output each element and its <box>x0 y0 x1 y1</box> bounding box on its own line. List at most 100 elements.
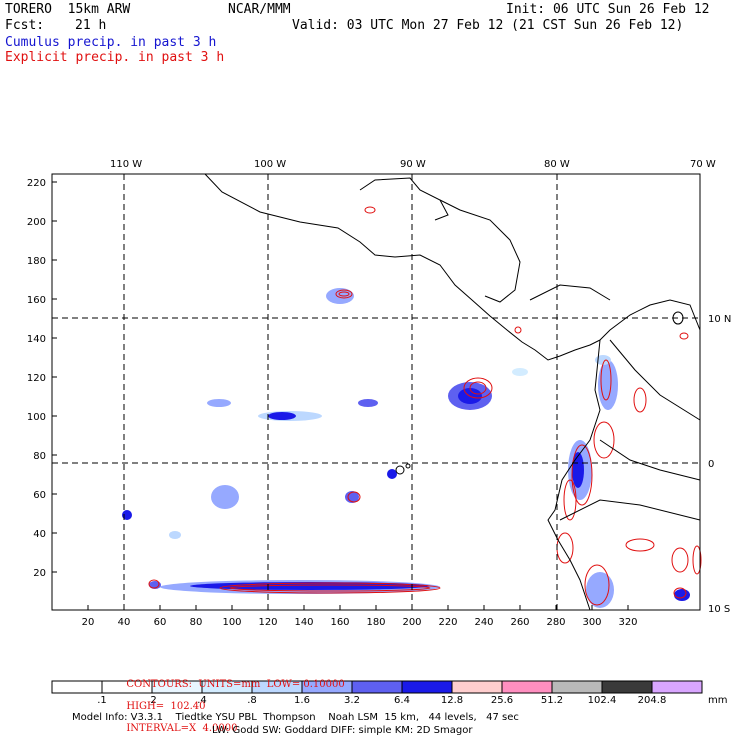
field-title-explicit: Explicit precip. in past 3 h <box>5 50 225 65</box>
lat-label-0: 0 <box>708 459 714 470</box>
colorbar-label: .8 <box>247 695 257 706</box>
lon-label-110w: 110 W <box>110 159 142 170</box>
colorbar-label: 102.4 <box>588 695 617 706</box>
venezuela-coast <box>599 299 701 341</box>
cumulus-precip-areas <box>122 288 690 608</box>
lon-label-70w: 70 W <box>690 159 716 170</box>
galapagos-island <box>395 465 405 475</box>
x-axis-ticks: 20 40 60 80 100 120 140 160 180 200 220 240 260 280 30… <box>82 605 638 628</box>
y-tick-label: 40 <box>33 529 46 540</box>
contour <box>625 538 655 552</box>
lon-label-80w: 80 W <box>544 159 570 170</box>
colorbar: .1 .2 .4 .8 1.6 3.2 6.4 12.8 25.6 51.2 102.4 204.8 m… <box>51 680 727 706</box>
y-tick-label: 120 <box>27 373 46 384</box>
x-tick-label: 200 <box>402 617 421 628</box>
contour <box>633 387 647 413</box>
x-tick-label: 160 <box>330 617 349 628</box>
x-tick-label: 100 <box>222 617 241 628</box>
x-tick-label: 220 <box>438 617 457 628</box>
galapagos-island <box>405 463 411 469</box>
precip-blob <box>268 412 296 420</box>
precip-blob <box>586 572 614 608</box>
ecuador-border <box>599 439 701 481</box>
colorbar-segment <box>601 680 653 694</box>
colorbar-segment <box>501 680 553 694</box>
colorbar-label: 12.8 <box>441 695 463 706</box>
x-tick-label: 240 <box>474 617 493 628</box>
organization-label: NCAR/MMM <box>228 2 291 17</box>
y-tick-label: 160 <box>27 295 46 306</box>
contour <box>469 381 487 395</box>
precip-blob <box>207 399 231 407</box>
contour <box>148 579 160 589</box>
contour-band <box>219 582 441 594</box>
pacific-coast <box>204 173 601 361</box>
x-tick-label: 280 <box>546 617 565 628</box>
colorbar-segment <box>351 680 403 694</box>
colorbar-segment <box>51 680 103 694</box>
precip-blob <box>595 355 611 365</box>
precip-blob <box>358 399 378 407</box>
central-america-border <box>529 284 611 301</box>
precip-blob <box>387 469 397 479</box>
contour <box>692 545 702 575</box>
y-tick-label: 140 <box>27 334 46 345</box>
contour <box>335 289 353 299</box>
lat-lon-grid <box>52 174 700 610</box>
contour <box>571 444 593 506</box>
footer-line-2: LW: Godd SW: Goddard DIFF: simple KM: 2D… <box>212 725 473 736</box>
right-latitude-labels: 10 N 0 10 S <box>708 314 731 615</box>
contour <box>514 326 522 334</box>
x-tick-label: 140 <box>294 617 313 628</box>
y-tick-label: 100 <box>27 412 46 423</box>
contour-band <box>229 584 431 592</box>
coastlines <box>204 173 701 611</box>
contour-units: CONTOURS: UNITS=mm LOW= 0.10000 <box>126 679 345 690</box>
colorbar-label: 204.8 <box>638 695 667 706</box>
colorbar-label: 6.4 <box>394 695 410 706</box>
x-tick-label: 20 <box>82 617 95 628</box>
contour <box>671 547 689 573</box>
contour <box>563 479 577 521</box>
colorbar-label: 1.6 <box>294 695 310 706</box>
x-tick-label: 40 <box>118 617 131 628</box>
lon-label-100w: 100 W <box>254 159 286 170</box>
init-time: Init: 06 UTC Sun 26 Feb 12 <box>506 2 710 17</box>
contour <box>556 532 574 564</box>
colorbar-segment <box>651 680 703 694</box>
colorbar-label: 25.6 <box>491 695 513 706</box>
precip-blob <box>572 452 584 488</box>
y-tick-label: 60 <box>33 490 46 501</box>
precip-blob <box>674 589 690 601</box>
colorbar-label: 51.2 <box>541 695 563 706</box>
explicit-precip-contours <box>148 206 702 606</box>
contour <box>463 377 493 399</box>
y-tick-label: 80 <box>33 451 46 462</box>
contour <box>338 291 350 297</box>
contour-info: CONTOURS: UNITS=mm LOW= 0.10000 HIGH= 10… <box>120 668 345 734</box>
colorbar-segment <box>401 680 453 694</box>
colorbar-label: .4 <box>197 695 207 706</box>
y-axis-ticks: 220 200 180 160 140 120 100 80 60 40 20 <box>27 178 57 579</box>
x-tick-label: 300 <box>582 617 601 628</box>
contour-interval: INTERVAL=X 4.0000 <box>126 723 238 734</box>
colorbar-segment <box>451 680 503 694</box>
forecast-label: Fcst: <box>5 18 45 33</box>
south-america-west-coast <box>547 339 601 611</box>
contour <box>584 564 610 606</box>
precip-blob <box>345 491 359 503</box>
valid-time: Valid: 03 UTC Mon 27 Feb 12 (21 CST Sun … <box>292 18 684 33</box>
x-tick-label: 320 <box>618 617 637 628</box>
colombia-border <box>609 339 701 421</box>
top-longitude-labels: 110 W 100 W 90 W 80 W 70 W <box>110 159 716 170</box>
contour <box>600 359 612 401</box>
contour <box>593 421 615 459</box>
field-title-cumulus: Cumulus precip. in past 3 h <box>5 35 217 50</box>
lat-label-10n: 10 N <box>708 314 731 325</box>
model-title: TORERO 15km ARW <box>5 2 131 17</box>
y-tick-label: 220 <box>27 178 46 189</box>
colorbar-label: 3.2 <box>344 695 360 706</box>
footer-line-1: Model Info: V3.3.1 Tiedtke YSU PBL Thomp… <box>72 712 519 723</box>
x-tick-label: 60 <box>154 617 167 628</box>
